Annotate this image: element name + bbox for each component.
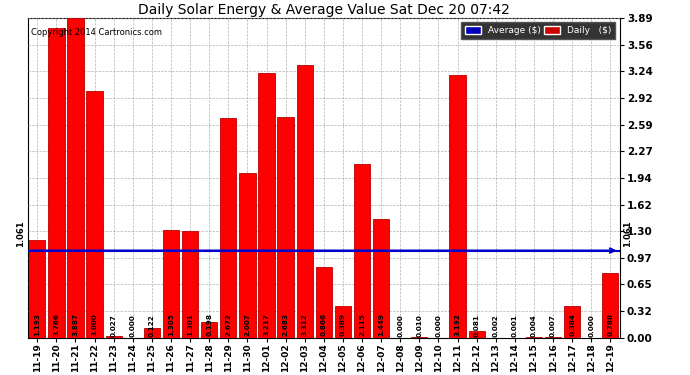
Text: 0.004: 0.004 <box>531 314 537 337</box>
Text: 0.000: 0.000 <box>130 314 136 337</box>
Text: 0.010: 0.010 <box>416 314 422 337</box>
Text: 2.007: 2.007 <box>244 314 250 336</box>
Text: 3.887: 3.887 <box>72 313 79 336</box>
Text: 0.389: 0.389 <box>340 313 346 336</box>
Bar <box>335 306 351 338</box>
Text: 2.672: 2.672 <box>226 313 231 336</box>
Bar <box>469 331 485 338</box>
Bar <box>411 337 427 338</box>
Bar <box>239 173 255 338</box>
Text: 0.198: 0.198 <box>206 313 213 336</box>
Bar <box>144 328 160 338</box>
Bar <box>449 75 466 338</box>
Bar <box>201 321 217 338</box>
Legend: Average ($), Daily   ($): Average ($), Daily ($) <box>461 22 615 39</box>
Text: 3.000: 3.000 <box>92 314 97 336</box>
Text: 0.000: 0.000 <box>397 314 403 337</box>
Text: 3.312: 3.312 <box>302 314 308 336</box>
Text: 3.217: 3.217 <box>264 314 270 336</box>
Bar <box>316 267 332 338</box>
Title: Daily Solar Energy & Average Value Sat Dec 20 07:42: Daily Solar Energy & Average Value Sat D… <box>138 3 510 17</box>
Text: 0.027: 0.027 <box>110 314 117 337</box>
Text: 3.192: 3.192 <box>455 313 460 336</box>
Text: 1.305: 1.305 <box>168 313 174 336</box>
Text: 0.384: 0.384 <box>569 313 575 336</box>
Text: 1.061: 1.061 <box>623 220 632 247</box>
Bar <box>68 18 83 338</box>
Text: 2.683: 2.683 <box>283 313 288 336</box>
Bar <box>163 231 179 338</box>
Text: 0.002: 0.002 <box>493 314 499 337</box>
Text: 1.061: 1.061 <box>17 220 26 247</box>
Bar <box>86 91 103 338</box>
Bar <box>602 273 618 338</box>
Text: 1.301: 1.301 <box>187 314 193 336</box>
Text: 1.193: 1.193 <box>34 313 40 336</box>
Bar <box>564 306 580 338</box>
Text: 0.122: 0.122 <box>149 314 155 337</box>
Bar <box>48 28 64 338</box>
Text: 1.449: 1.449 <box>378 313 384 336</box>
Text: 0.007: 0.007 <box>550 314 556 337</box>
Bar <box>354 164 370 338</box>
Text: 2.115: 2.115 <box>359 313 365 336</box>
Text: 0.000: 0.000 <box>589 314 594 337</box>
Text: 3.766: 3.766 <box>53 313 59 336</box>
Text: 0.866: 0.866 <box>321 313 327 336</box>
Bar <box>258 73 275 338</box>
Bar <box>29 240 46 338</box>
Bar <box>182 231 198 338</box>
Text: Copyright 2014 Cartronics.com: Copyright 2014 Cartronics.com <box>30 27 161 36</box>
Text: 0.081: 0.081 <box>473 314 480 337</box>
Text: 0.788: 0.788 <box>607 313 613 336</box>
Bar <box>220 118 237 338</box>
Bar <box>545 337 561 338</box>
Bar <box>373 219 389 338</box>
Text: 0.000: 0.000 <box>435 314 442 337</box>
Bar <box>106 336 122 338</box>
Text: 0.001: 0.001 <box>512 314 518 337</box>
Bar <box>297 66 313 338</box>
Bar <box>277 117 294 338</box>
